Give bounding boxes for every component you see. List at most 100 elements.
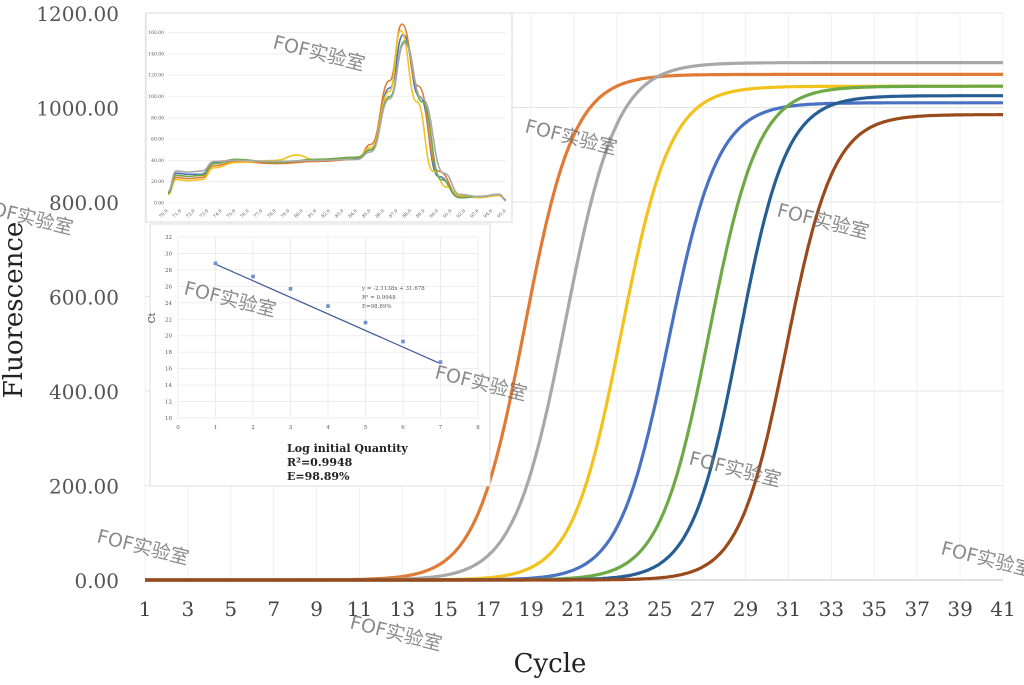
melt-x-tick-label: 74.0 <box>212 208 223 219</box>
watermark-text: FOF实验室 <box>939 538 1024 582</box>
main-x-tick-label: 41 <box>990 597 1015 621</box>
melt-x-tick-label: 79.0 <box>280 208 291 219</box>
melt-x-tick-label: 80.0 <box>293 208 304 219</box>
main-x-tick-labels: 1 3 5 7 9 11 13 15 17 19 21 23 25 27 29 31 33 35 37 39 41 <box>139 597 1016 621</box>
melt-x-tick-label: 85.0 <box>361 208 372 219</box>
main-x-tick-label: 21 <box>561 597 586 621</box>
std-y-axis-label: Ct <box>148 312 158 323</box>
std-equation-line: E=98.89% <box>362 304 392 310</box>
melt-y-tick-label: 140.00 <box>148 51 164 57</box>
watermark-text: FOF实验室 <box>95 526 191 570</box>
main-x-tick-label: 19 <box>518 597 543 621</box>
std-point <box>251 274 255 279</box>
std-point <box>363 320 368 325</box>
melt-curve-gray <box>167 42 507 202</box>
std-y-tick-label: 28 <box>165 268 172 274</box>
melt-y-tick-label: 0.00 <box>154 201 164 207</box>
std-x-tick-label: 3 <box>289 425 293 431</box>
std-point <box>438 360 443 364</box>
melt-x-tick-label: 86.0 <box>374 208 385 219</box>
std-x-tick-label: 4 <box>326 425 330 431</box>
std-point <box>213 261 218 266</box>
std-y-tick-label: 22 <box>165 317 172 323</box>
main-x-tick-label: 17 <box>475 597 500 621</box>
std-note-xlabel: Log initial Quantity <box>287 442 408 455</box>
main-x-tick-label: 33 <box>819 597 844 621</box>
melt-y-tick-label: 160.00 <box>148 30 164 36</box>
melt-x-tick-label: 73.0 <box>199 208 210 219</box>
std-x-tick-label: 1 <box>214 425 218 431</box>
melt-curve-green <box>167 40 507 201</box>
main-x-tick-label: 25 <box>647 597 672 621</box>
main-y-tick-label: 1200.00 <box>36 2 119 26</box>
std-x-tick-label: 5 <box>364 425 368 431</box>
melt-x-tick-label: 88.0 <box>401 208 412 219</box>
std-point <box>326 304 330 308</box>
main-y-tick-label: 200.00 <box>49 475 119 499</box>
main-x-tick-label: 23 <box>604 597 629 621</box>
main-y-tick-label: 400.00 <box>49 380 119 404</box>
melt-x-tick-label: 91.0 <box>442 208 453 219</box>
melt-x-tick-label: 84.0 <box>347 208 358 219</box>
main-x-tick-label: 27 <box>690 597 715 621</box>
main-x-tick-label: 37 <box>904 597 929 621</box>
main-x-tick-label: 1 <box>139 597 152 621</box>
std-x-tick-label: 8 <box>476 425 480 431</box>
std-y-tick-label: 32 <box>165 235 172 241</box>
melt-x-tick-label: 83.0 <box>334 208 345 219</box>
std-point <box>401 339 405 344</box>
std-y-tick-label: 18 <box>165 350 172 356</box>
main-x-tick-label: 29 <box>733 597 758 621</box>
main-y-tick-label: 800.00 <box>49 191 119 215</box>
melt-y-tick-label: 60.00 <box>151 137 164 143</box>
melt-x-tick-label: 93.0 <box>469 208 480 219</box>
std-y-tick-label: 16 <box>165 367 172 373</box>
amplification-curve-brown <box>145 113 1003 582</box>
main-x-axis-label: Cycle <box>514 649 587 679</box>
melt-x-tick-label: 72.0 <box>185 208 196 219</box>
melt-curve-orange <box>167 23 507 201</box>
std-y-tick-label: 12 <box>165 400 172 406</box>
std-x-tick-label: 0 <box>176 425 180 431</box>
melt-x-tick-label: 87.0 <box>388 208 399 219</box>
main-x-tick-label: 5 <box>224 597 237 621</box>
melt-x-tick-label: 95.0 <box>496 208 507 219</box>
main-y-tick-label: 0.00 <box>74 569 119 593</box>
main-x-tick-label: 15 <box>433 597 458 621</box>
melt-x-tick-label: 70.0 <box>158 208 169 219</box>
std-y-tick-label: 14 <box>165 383 172 389</box>
std-note-r2: R²=0.9948 <box>287 456 353 469</box>
std-trendline <box>215 263 441 365</box>
melt-x-tick-label: 92.0 <box>456 208 467 219</box>
std-y-tick-label: 26 <box>165 284 172 290</box>
main-y-tick-label: 600.00 <box>49 286 119 310</box>
std-y-tick-label: 10 <box>165 416 172 422</box>
main-series <box>145 61 1003 582</box>
std-equation-line: y = -2.1138x + 31.678 <box>361 286 425 292</box>
std-x-tick-label: 6 <box>401 425 405 431</box>
watermark-text: FOF实验室 <box>523 116 619 160</box>
watermark-text: FOF实验室 <box>775 200 871 244</box>
melt-y-tick-label: 20.00 <box>151 179 164 185</box>
melt-y-tick-label: 40.00 <box>151 158 164 164</box>
main-x-tick-label: 9 <box>310 597 323 621</box>
melt-x-tick-label: 77.0 <box>253 208 264 219</box>
melt-x-tick-label: 89.0 <box>415 208 426 219</box>
std-inset-frame <box>149 223 491 487</box>
main-x-tick-label: 13 <box>390 597 415 621</box>
std-x-tick-label: 7 <box>439 425 443 431</box>
melt-x-tick-label: 71.0 <box>172 208 183 219</box>
melt-x-tick-label: 90.0 <box>428 208 439 219</box>
melt-x-tick-label: 76.0 <box>239 208 250 219</box>
melt-curve-yellow <box>167 29 507 201</box>
main-x-tick-label: 31 <box>776 597 801 621</box>
std-note-efficiency: E=98.89% <box>287 470 350 483</box>
melt-curve-inset: 0.00 20.00 40.00 60.00 80.00 100.00 120.00 140.… <box>145 12 513 223</box>
melt-x-tick-label: 82.0 <box>320 208 331 219</box>
melt-y-tick-label: 80.00 <box>151 115 164 121</box>
melt-x-tick-label: 81.0 <box>307 208 318 219</box>
main-x-tick-label: 11 <box>347 597 372 621</box>
